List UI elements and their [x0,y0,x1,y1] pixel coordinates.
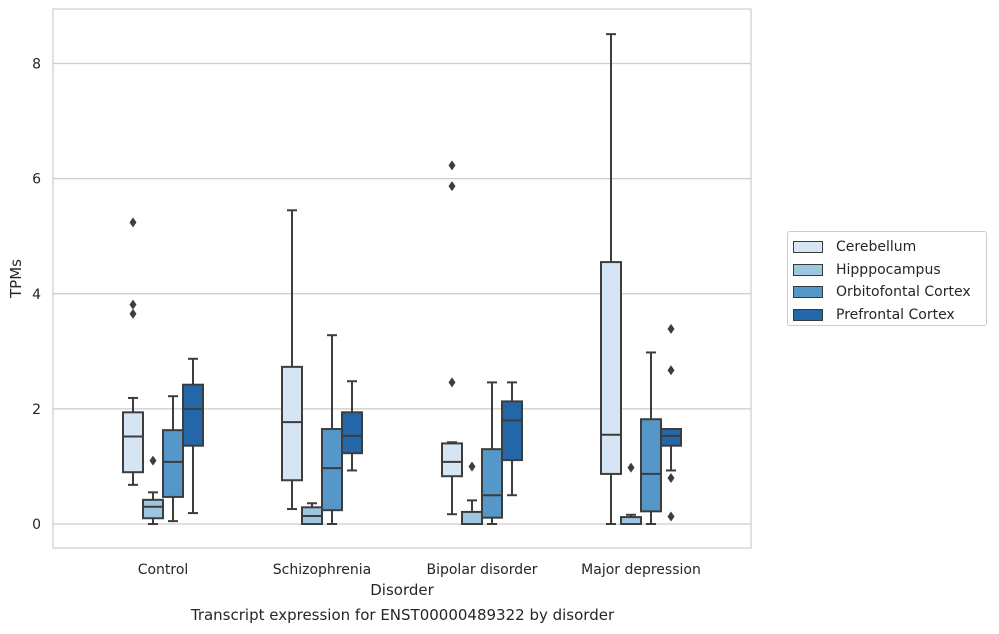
box-prefrontal-cortex-major-depression [660,323,682,522]
box-hipppocampus-control [142,455,164,525]
box-iqr [162,429,184,498]
y-tick-label: 8 [32,57,41,73]
outlier-point [468,461,476,472]
outlier-point [149,455,157,466]
box-iqr [481,448,503,519]
box-cerebellum-schizophrenia [281,209,303,511]
y-tick-label: 2 [32,402,41,418]
outlier-point [448,377,456,388]
y-tick-label: 6 [32,172,41,188]
x-tick-labels: Control Schizophrenia Bipolar disorder Majo… [138,562,701,578]
legend-label: Orbitofontal Cortex [836,284,971,301]
legend-item-prefrontal-cortex: Prefrontal Cortex [793,304,986,327]
legend-swatch [793,308,823,321]
legend-item-orbitofrontal-cortex: Orbitofontal Cortex [793,281,986,304]
y-tick-label: 4 [32,287,41,303]
x-tick-label: Schizophrenia [273,562,371,578]
box-iqr [620,516,642,526]
box-prefrontal-cortex-schizophrenia [341,380,363,472]
box-cerebellum-bipolar-disorder [441,160,463,516]
x-tick-label: Bipolar disorder [426,562,537,578]
box-hipppocampus-major-depression [620,462,642,526]
box-prefrontal-cortex-control [182,357,204,515]
legend: Cerebellum Hipppocampus Orbitofontal Cor… [787,231,987,326]
outlier-point [667,472,675,483]
y-tick-labels: 0 2 4 6 8 [32,57,41,534]
outlier-point [667,365,675,376]
box-hipppocampus-bipolar-disorder [461,461,483,525]
box-iqr [281,365,303,482]
x-tick-label: Major depression [581,562,701,578]
outlier-point [129,299,137,310]
legend-label: Hipppocampus [836,261,941,278]
y-axis-label: TPMs [7,259,25,299]
box-iqr [441,442,463,478]
legend-swatch [793,286,823,299]
legend-item-cerebellum: Cerebellum [793,236,986,259]
box-groups [122,33,682,526]
box-iqr [501,400,523,462]
box-prefrontal-cortex-bipolar-disorder [501,381,523,497]
box-iqr [640,418,662,513]
box-iqr [461,510,483,525]
box-cerebellum-control [122,217,144,486]
outlier-point [627,462,635,473]
chart-caption: Transcript expression for ENST0000048932… [190,606,615,624]
outlier-point [667,511,675,522]
box-iqr [182,383,204,447]
x-tick-label: Control [138,562,189,578]
outlier-point [448,160,456,171]
box-orbitofontal-cortex-bipolar-disorder [481,381,503,525]
box-iqr [142,498,164,520]
box-iqr [321,428,343,512]
outlier-point [129,217,137,228]
box-iqr [122,411,144,474]
plot-frame [52,8,752,549]
legend-label: Cerebellum [836,239,917,256]
box-orbitofontal-cortex-control [162,395,184,523]
y-tick-label: 0 [32,517,41,533]
outlier-point [667,323,675,334]
box-orbitofontal-cortex-schizophrenia [321,334,343,525]
legend-item-hippocampus: Hipppocampus [793,259,986,282]
box-iqr [341,411,363,455]
box-iqr [600,261,622,475]
legend-label: Prefrontal Cortex [836,306,955,323]
outlier-point [448,181,456,192]
legend-swatch [793,241,823,254]
outlier-point [129,308,137,319]
box-iqr [660,428,682,447]
box-orbitofontal-cortex-major-depression [640,351,662,525]
box-cerebellum-major-depression [600,33,622,525]
x-axis-label: Disorder [370,581,434,599]
legend-swatch [793,263,823,276]
box-hipppocampus-schizophrenia [301,502,323,526]
